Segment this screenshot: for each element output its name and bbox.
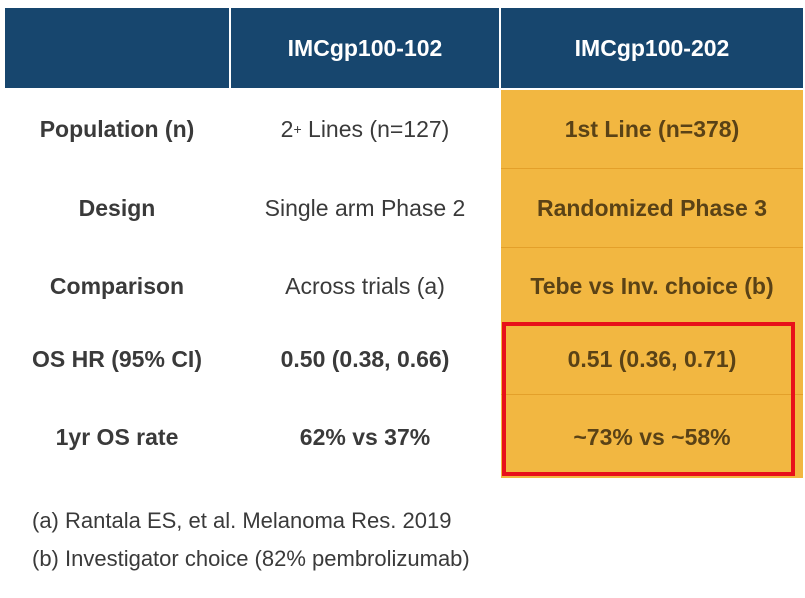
- population-value-base: 2: [280, 115, 294, 142]
- row-label-population: Population (n): [39, 115, 195, 142]
- row-label-design: Design: [78, 194, 156, 221]
- cell-202-comparison: Tebe vs Inv. choice (b): [501, 248, 803, 324]
- cell-102-comparison: Across trials (a): [285, 272, 445, 299]
- footnote-a: (a) Rantala ES, et al. Melanoma Res. 201…: [32, 508, 452, 533]
- header-empty-cell: [5, 8, 229, 88]
- row-divider: [501, 247, 803, 248]
- row-label-1yr-os: 1yr OS rate: [55, 423, 179, 450]
- cell-202-design: Randomized Phase 3: [501, 169, 803, 247]
- cell-102-os-hr: 0.50 (0.38, 0.66): [280, 345, 450, 372]
- header-imcgp100-202: IMCgp100-202: [501, 8, 803, 88]
- cell-102-design: Single arm Phase 2: [264, 194, 466, 221]
- cell-202-population: 1st Line (n=378): [501, 90, 803, 168]
- row-label-os-hr: OS HR (95% CI): [32, 345, 202, 372]
- emphasis-box: [502, 322, 795, 476]
- cell-102-1yr-os: 62% vs 37%: [299, 423, 431, 450]
- header-imcgp100-102: IMCgp100-102: [231, 8, 499, 88]
- population-value-rest: Lines (n=127): [301, 115, 450, 142]
- footnote-b: (b) Investigator choice (82% pembrolizum…: [32, 546, 470, 571]
- row-divider: [501, 168, 803, 169]
- row-label-comparison: Comparison: [49, 272, 185, 299]
- row-divider: [501, 394, 803, 395]
- cell-202-os-hr: 0.51 (0.36, 0.71): [501, 324, 803, 394]
- cell-102-population: 2 + Lines (n=127): [280, 115, 450, 142]
- cell-202-1yr-os: ~73% vs ~58%: [501, 398, 803, 476]
